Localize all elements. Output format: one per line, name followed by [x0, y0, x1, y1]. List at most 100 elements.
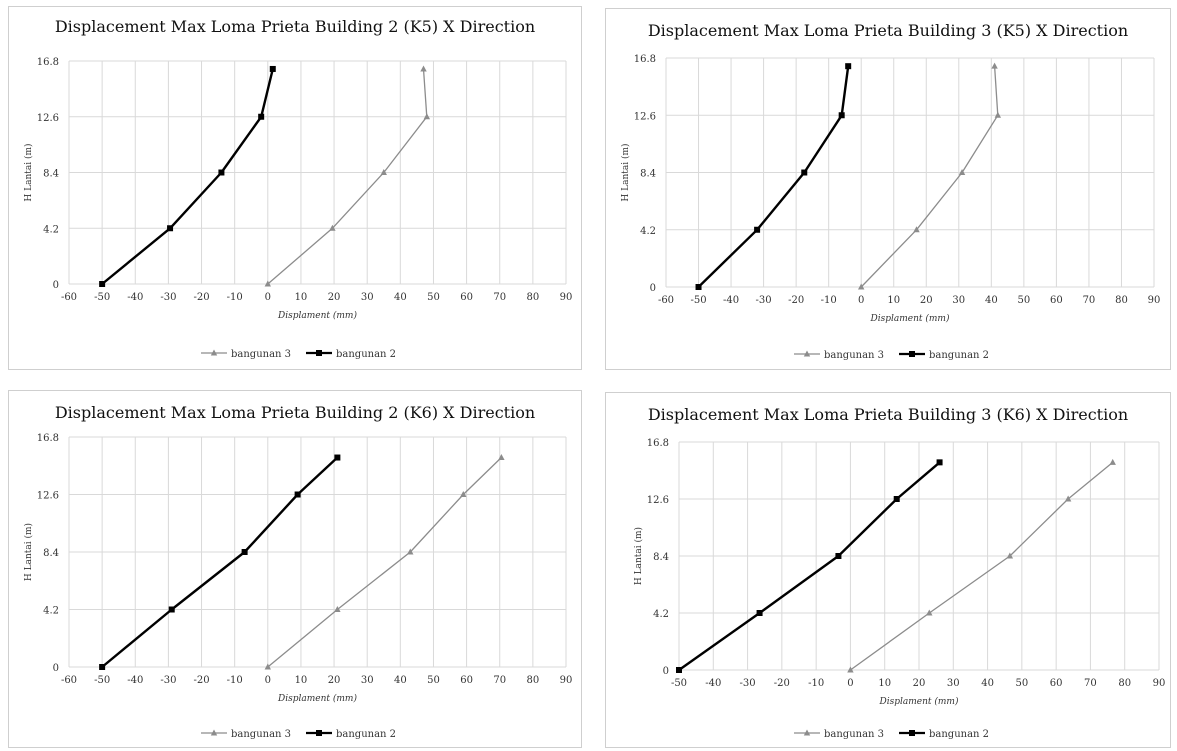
x-tick-label: 20 [328, 675, 341, 686]
x-tick-label: -10 [821, 295, 837, 306]
series-line-bangunan-2 [678, 461, 941, 671]
x-tick-label: 10 [295, 292, 308, 303]
series-line-bangunan-3 [860, 66, 999, 288]
x-tick-label: 70 [1084, 678, 1097, 689]
data-point-bangunan-3 [913, 226, 920, 233]
x-tick-label: 0 [858, 295, 864, 306]
x-tick-label: -30 [160, 675, 176, 686]
chart-title: Displacement Max Loma Prieta Building 3 … [647, 405, 1129, 424]
chart-panel-building2-k6: Displacement Max Loma Prieta Building 2 … [8, 390, 582, 748]
y-axis-label: H Lantai (m) [633, 527, 644, 585]
data-point-bangunan-2 [218, 169, 225, 176]
legend-label-bangunan-2: bangunan 2 [929, 350, 989, 361]
legend-label-bangunan-2: bangunan 2 [336, 349, 396, 360]
x-tick-label: 60 [1050, 295, 1063, 306]
legend-label-bangunan-3: bangunan 3 [231, 729, 291, 740]
x-tick-label: -20 [193, 675, 209, 686]
x-tick-label: 80 [1118, 678, 1131, 689]
x-axis-label: Displament (mm) [870, 313, 950, 324]
data-point-bangunan-2 [845, 63, 852, 70]
series-line-bangunan-3 [267, 68, 428, 285]
x-tick-label: -40 [723, 295, 739, 306]
x-tick-label: 20 [920, 295, 933, 306]
x-tick-label: 50 [427, 675, 440, 686]
y-tick-label: 4.2 [43, 224, 59, 235]
y-axis-label: H Lantai (m) [620, 143, 631, 201]
data-point-bangunan-3 [847, 666, 854, 673]
x-tick-label: -60 [61, 292, 77, 303]
data-point-bangunan-3 [329, 224, 336, 231]
x-tick-label: -10 [808, 678, 824, 689]
x-tick-label: -50 [94, 675, 110, 686]
y-tick-label: 12.6 [37, 491, 59, 502]
y-tick-label: 16.8 [647, 438, 669, 449]
data-point-bangunan-3 [994, 111, 1002, 118]
y-tick-label: 16.8 [37, 57, 59, 68]
x-tick-label: 30 [361, 292, 374, 303]
data-point-bangunan-3 [264, 663, 271, 670]
chart-title: Displacement Max Loma Prieta Building 3 … [647, 21, 1129, 40]
data-point-bangunan-2 [676, 667, 682, 673]
data-point-bangunan-2 [168, 606, 175, 613]
legend-marker-bangunan-3 [210, 349, 218, 356]
x-tick-label: 10 [887, 295, 900, 306]
y-tick-label: 0 [650, 283, 656, 294]
x-tick-label: 90 [1153, 678, 1166, 689]
x-tick-label: -60 [61, 675, 77, 686]
x-tick-label: 50 [427, 292, 440, 303]
x-tick-label: -60 [658, 295, 674, 306]
y-tick-label: 12.6 [647, 495, 669, 506]
x-axis-label: Displament (mm) [277, 693, 357, 704]
data-point-bangunan-2 [99, 281, 106, 287]
y-tick-label: 4.2 [640, 226, 656, 237]
x-tick-label: -10 [227, 675, 243, 686]
legend-marker-bangunan-3 [803, 729, 811, 736]
data-point-bangunan-3 [264, 280, 271, 287]
data-point-bangunan-3 [423, 113, 431, 120]
legend-label-bangunan-3: bangunan 3 [824, 350, 884, 361]
x-tick-label: 40 [981, 678, 994, 689]
legend-marker-bangunan-2 [316, 350, 322, 356]
x-tick-label: -30 [756, 295, 772, 306]
y-tick-label: 12.6 [634, 111, 656, 122]
y-tick-label: 8.4 [43, 169, 59, 180]
legend-label-bangunan-3: bangunan 3 [824, 729, 884, 740]
x-tick-label: 0 [265, 675, 271, 686]
x-tick-label: 90 [560, 292, 573, 303]
x-tick-label: -50 [94, 292, 110, 303]
data-point-bangunan-3 [926, 609, 933, 616]
legend-marker-bangunan-3 [803, 350, 811, 357]
legend-label-bangunan-2: bangunan 2 [929, 729, 989, 740]
data-point-bangunan-3 [958, 169, 966, 175]
chart-plot: -50 -40 -30 -20 -10 0 10 20 30 40 50 60 70 80 90 0 4.2 8.… [633, 438, 1166, 740]
x-tick-label: 70 [1083, 295, 1096, 306]
y-tick-label: 16.8 [37, 433, 59, 444]
legend-label-bangunan-2: bangunan 2 [336, 729, 396, 740]
x-tick-label: -40 [127, 675, 143, 686]
x-tick-label: -10 [227, 292, 243, 303]
data-point-bangunan-2 [294, 491, 301, 498]
y-tick-label: 8.4 [653, 552, 669, 563]
x-tick-label: 40 [394, 675, 407, 686]
x-tick-label: -20 [193, 292, 209, 303]
data-point-bangunan-3 [420, 65, 427, 72]
x-tick-label: -20 [774, 678, 790, 689]
x-tick-label: 70 [493, 292, 506, 303]
chart-panel-building3-k5: Displacement Max Loma Prieta Building 3 … [605, 8, 1171, 370]
y-tick-label: 12.6 [37, 113, 59, 124]
data-point-bangunan-2 [167, 225, 174, 232]
x-tick-label: 80 [526, 675, 539, 686]
x-axis-label: Displament (mm) [277, 310, 357, 321]
legend-marker-bangunan-2 [909, 730, 915, 736]
data-point-bangunan-3 [1109, 458, 1116, 465]
x-tick-label: -40 [705, 678, 721, 689]
y-tick-label: 0 [663, 666, 669, 677]
data-point-bangunan-3 [1064, 495, 1072, 502]
data-point-bangunan-3 [1006, 552, 1014, 559]
x-tick-label: 90 [560, 675, 573, 686]
x-tick-label: 60 [1050, 678, 1063, 689]
data-point-bangunan-2 [269, 65, 276, 72]
legend-marker-bangunan-2 [316, 730, 322, 736]
x-tick-label: 30 [361, 675, 374, 686]
x-tick-label: 60 [460, 292, 473, 303]
